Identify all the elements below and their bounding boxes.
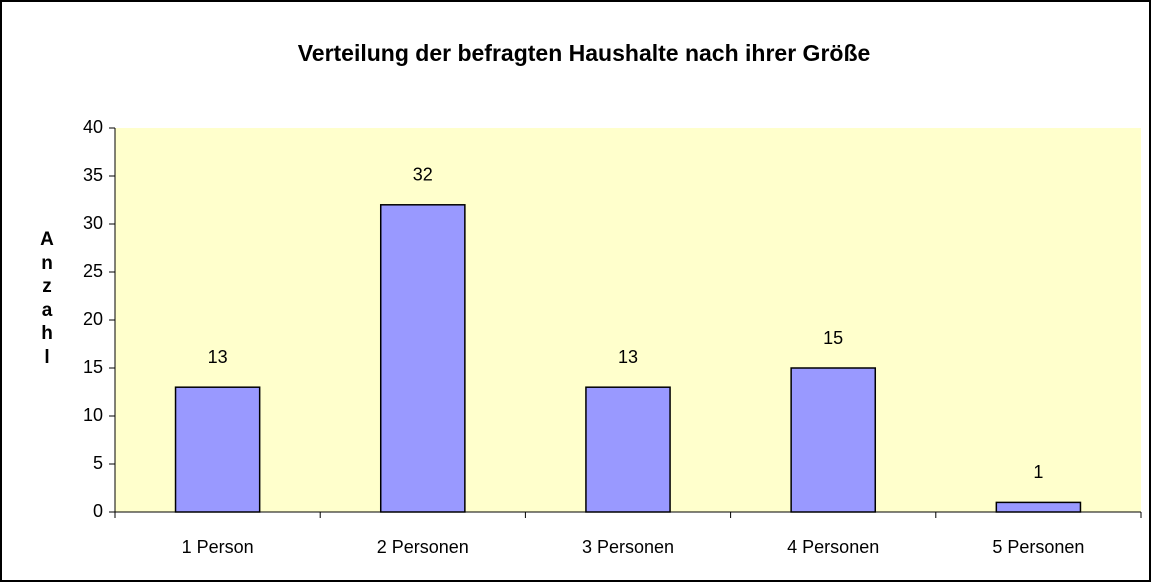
y-tick-label: 25 (83, 261, 103, 281)
x-tick-label: 5 Personen (992, 537, 1084, 557)
chart-title: Verteilung der befragten Haushalte nach … (298, 40, 871, 66)
y-tick-label: 40 (83, 117, 103, 137)
x-tick-label: 2 Personen (377, 537, 469, 557)
data-label: 15 (823, 328, 843, 348)
x-tick-label: 4 Personen (787, 537, 879, 557)
data-label: 13 (208, 347, 228, 367)
data-label: 13 (618, 347, 638, 367)
y-tick-label: 0 (93, 501, 103, 521)
y-tick-label: 30 (83, 213, 103, 233)
x-tick-label: 1 Person (182, 537, 254, 557)
data-label: 1 (1033, 462, 1043, 482)
y-tick-label: 20 (83, 309, 103, 329)
bar (585, 386, 671, 513)
y-tick-label: 15 (83, 357, 103, 377)
bar (379, 204, 466, 513)
data-label: 32 (413, 165, 433, 185)
y-tick-label: 35 (83, 165, 103, 185)
bar (174, 386, 261, 513)
x-tick-label: 3 Personen (582, 537, 674, 557)
bar (790, 367, 877, 513)
y-tick-label: 10 (83, 405, 103, 425)
y-tick-label: 5 (93, 453, 103, 473)
bar (995, 501, 1082, 513)
y-axis-label: Anzahl (40, 229, 54, 368)
